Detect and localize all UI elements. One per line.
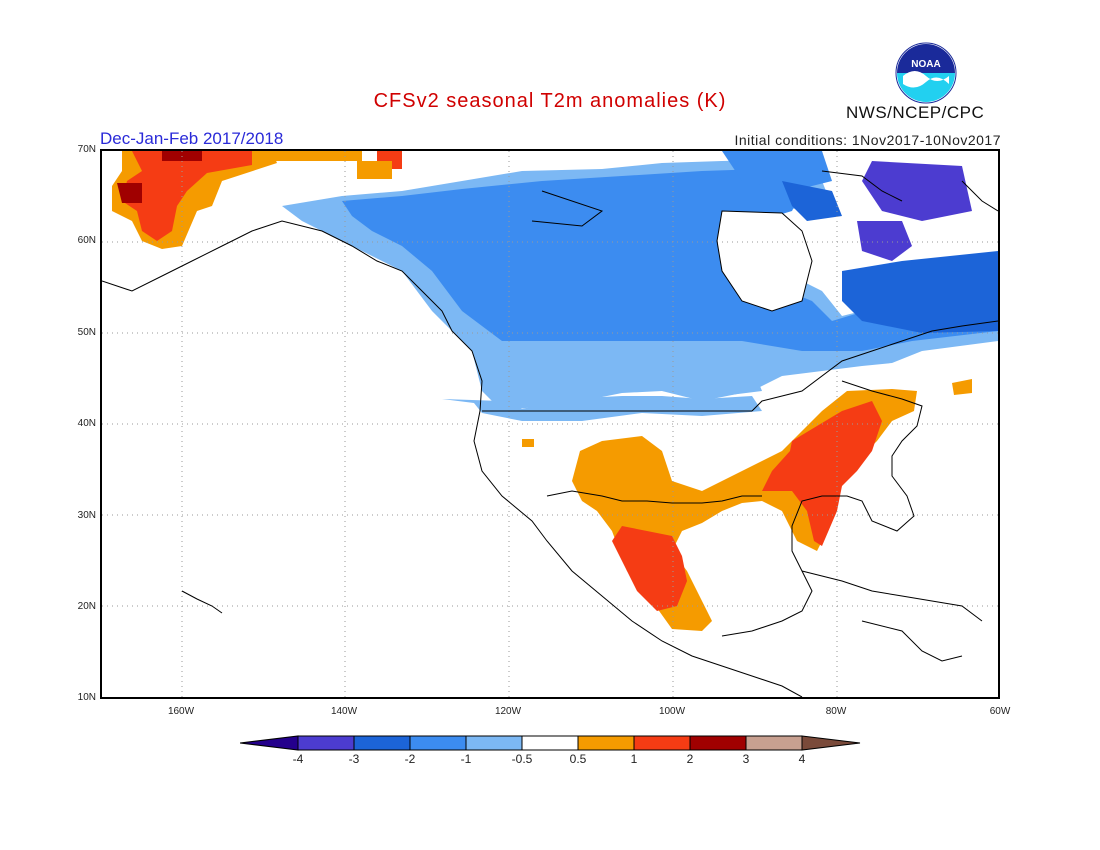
lat-label: 50N bbox=[77, 327, 96, 338]
colorbar-swatch bbox=[745, 735, 803, 751]
colorbar bbox=[240, 735, 861, 751]
hudson-bay-neutral bbox=[717, 211, 812, 311]
colorbar-swatch bbox=[521, 735, 579, 751]
lon-label: 120W bbox=[494, 706, 522, 717]
colorbar-label: -3 bbox=[348, 752, 360, 766]
map-canvas bbox=[102, 151, 998, 697]
colorbar-label: 3 bbox=[742, 752, 750, 766]
colorbar-label: -1 bbox=[460, 752, 472, 766]
colorbar-label: 1 bbox=[630, 752, 638, 766]
colorbar-swatch bbox=[689, 735, 747, 751]
lon-label: 80W bbox=[825, 706, 847, 717]
arctic-warm-patch bbox=[272, 151, 362, 161]
lat-label: 30N bbox=[77, 510, 96, 521]
us-mexico-warm-region bbox=[522, 379, 972, 631]
noaa-logo-text: NOAA bbox=[911, 59, 940, 70]
colorbar-swatch bbox=[577, 735, 635, 751]
colorbar-swatch bbox=[633, 735, 691, 751]
colorbar-label: -2 bbox=[404, 752, 416, 766]
season-label: Dec-Jan-Feb 2017/2018 bbox=[100, 129, 284, 148]
colorbar-label: 4 bbox=[798, 752, 806, 766]
lat-label: 10N bbox=[77, 692, 96, 703]
lat-label: 20N bbox=[77, 601, 96, 612]
chart-title: CFSv2 seasonal T2m anomalies (K) bbox=[373, 90, 727, 112]
colorbar-swatch bbox=[409, 735, 467, 751]
noaa-logo: NOAA bbox=[895, 42, 957, 104]
anomaly-map bbox=[100, 149, 1000, 699]
canada-cold-region bbox=[282, 151, 998, 421]
agency-label: NWS/NCEP/CPC bbox=[846, 103, 985, 122]
lat-label: 70N bbox=[77, 144, 96, 155]
colorbar-arrow-high bbox=[801, 735, 861, 751]
colorbar-swatch bbox=[297, 735, 355, 751]
colorbar-label: -4 bbox=[292, 752, 304, 766]
lon-label: 100W bbox=[658, 706, 686, 717]
colorbar-label: 2 bbox=[686, 752, 694, 766]
initial-conditions-label: Initial conditions: 1Nov2017-10Nov2017 bbox=[734, 132, 1001, 148]
colorbar-label: -0.5 bbox=[511, 752, 533, 766]
lat-label: 60N bbox=[77, 235, 96, 246]
lat-label: 40N bbox=[77, 418, 96, 429]
lon-label: 60W bbox=[989, 706, 1011, 717]
colorbar-arrow-low bbox=[240, 735, 299, 751]
coastlines bbox=[102, 170, 998, 697]
colorbar-swatch bbox=[465, 735, 523, 751]
alaska-warm-region bbox=[112, 151, 402, 249]
colorbar-swatch bbox=[353, 735, 411, 751]
lon-label: 140W bbox=[330, 706, 358, 717]
colorbar-label: 0.5 bbox=[569, 752, 587, 766]
lon-label: 160W bbox=[167, 706, 195, 717]
